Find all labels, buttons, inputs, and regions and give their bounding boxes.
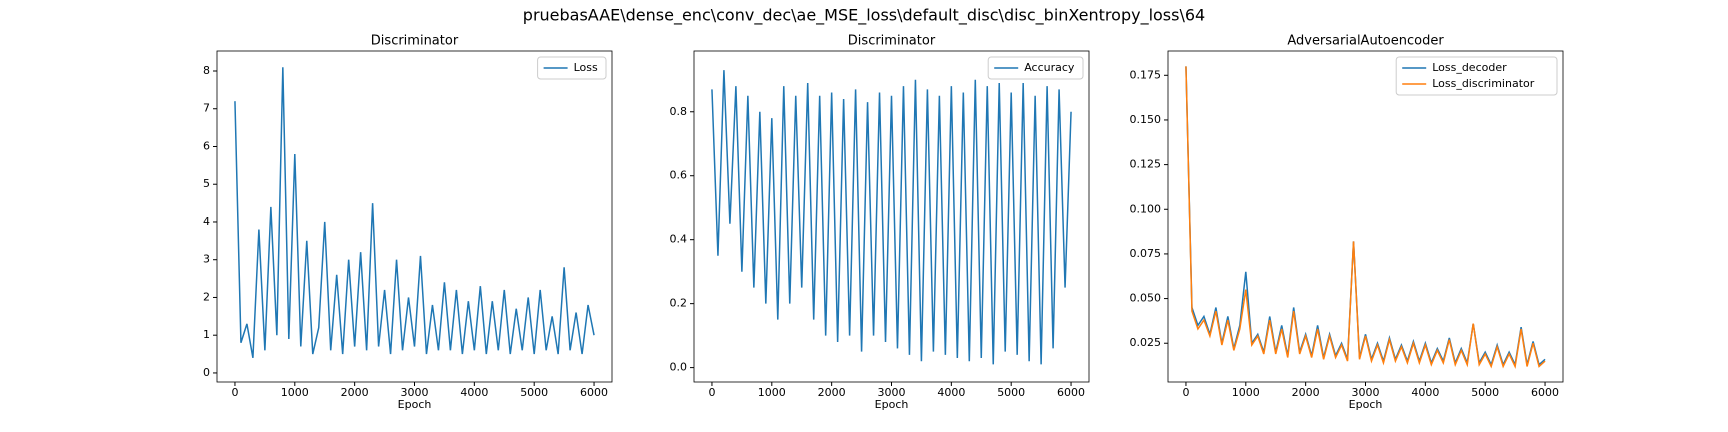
legend-label: Accuracy	[1024, 61, 1075, 74]
x-tick-label: 4000	[460, 386, 488, 399]
y-tick-label: 0.025	[1130, 336, 1162, 349]
x-axis-label: Epoch	[398, 398, 432, 411]
y-tick-label: 0.4	[670, 233, 688, 246]
axes-frame	[1167, 50, 1564, 383]
y-tick-label: 0.6	[670, 169, 688, 182]
legend-label: Loss_discriminator	[1432, 77, 1535, 90]
x-tick-label: 0	[231, 386, 238, 399]
line-series	[711, 70, 1072, 365]
legend-box	[1395, 56, 1558, 96]
x-tick-label: 6000	[1531, 386, 1559, 399]
line-series	[234, 67, 595, 358]
y-tick-label: 3	[203, 253, 210, 266]
x-tick-label: 1000	[281, 386, 309, 399]
y-tick-label: 0.150	[1130, 113, 1162, 126]
y-tick-label: 5	[203, 177, 210, 190]
y-tick-label: 0.125	[1130, 158, 1162, 171]
x-tick-label: 1000	[758, 386, 786, 399]
x-tick-label: 2000	[341, 386, 369, 399]
x-tick-label: 4000	[937, 386, 965, 399]
y-tick-label: 2	[203, 290, 210, 303]
axes-frame	[216, 50, 613, 383]
y-tick-label: 0.175	[1130, 68, 1162, 81]
axes-title: AdversarialAutoencoder	[1287, 34, 1444, 49]
x-tick-label: 2000	[818, 386, 846, 399]
x-tick-label: 6000	[1057, 386, 1085, 399]
y-tick-label: 6	[203, 139, 210, 152]
legend-box	[537, 56, 607, 80]
axes-title: Discriminator	[848, 34, 936, 49]
legend-box	[987, 56, 1084, 80]
y-tick-label: 7	[203, 102, 210, 115]
x-axis-label: Epoch	[875, 398, 909, 411]
x-tick-label: 1000	[1232, 386, 1260, 399]
x-tick-label: 4000	[1411, 386, 1439, 399]
x-tick-label: 3000	[1352, 386, 1380, 399]
y-tick-label: 0	[203, 366, 210, 379]
axes-title: Discriminator	[371, 34, 459, 49]
y-tick-label: 0.075	[1130, 247, 1162, 260]
y-tick-label: 1	[203, 328, 210, 341]
x-axis-label: Epoch	[1349, 398, 1383, 411]
y-tick-label: 0.8	[670, 105, 688, 118]
x-tick-label: 3000	[878, 386, 906, 399]
y-tick-label: 0.050	[1130, 292, 1162, 305]
x-tick-label: 0	[708, 386, 715, 399]
axes-frame	[693, 50, 1090, 383]
x-tick-label: 5000	[1471, 386, 1499, 399]
x-tick-label: 0	[1182, 386, 1189, 399]
y-tick-label: 8	[203, 64, 210, 77]
y-tick-label: 0.100	[1130, 202, 1162, 215]
y-tick-label: 0.2	[670, 297, 688, 310]
line-series	[1185, 66, 1546, 368]
y-tick-label: 4	[203, 215, 210, 228]
line-series	[1185, 66, 1546, 369]
legend-label: Loss_decoder	[1432, 61, 1507, 74]
x-tick-label: 3000	[401, 386, 429, 399]
x-tick-label: 5000	[997, 386, 1025, 399]
y-tick-label: 0.0	[670, 361, 688, 374]
legend-label: Loss	[574, 61, 598, 74]
x-tick-label: 5000	[520, 386, 548, 399]
x-tick-label: 2000	[1292, 386, 1320, 399]
figure-title: pruebasAAE\dense_enc\conv_dec\ae_MSE_los…	[523, 6, 1205, 26]
x-tick-label: 6000	[580, 386, 608, 399]
